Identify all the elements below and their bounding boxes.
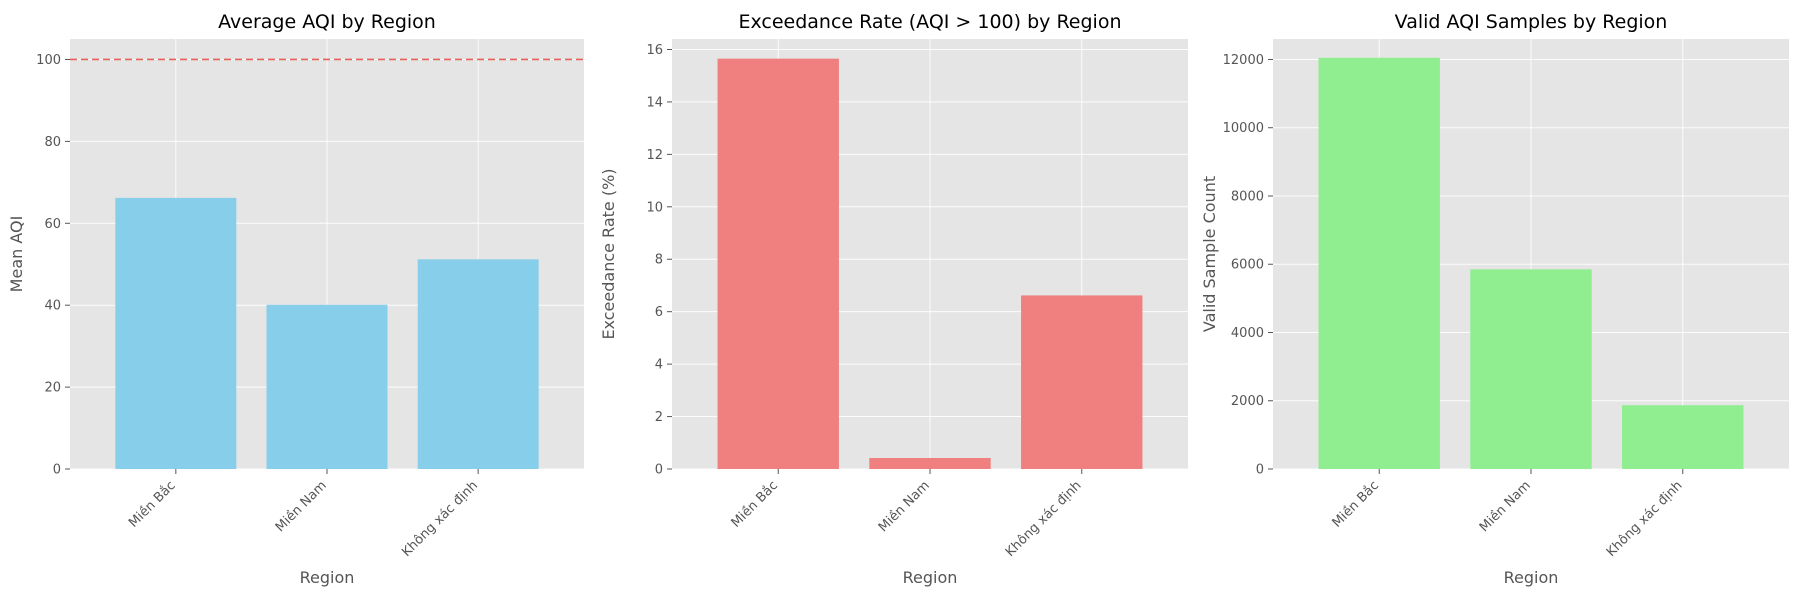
y-tick-label-4: 80 bbox=[44, 135, 61, 150]
bar-1 bbox=[869, 457, 991, 469]
y-tick-label-2: 4000 bbox=[1231, 326, 1264, 341]
y-tick-label-0: 0 bbox=[53, 463, 61, 478]
x-tick-label-0: Miền Bắc bbox=[1330, 478, 1382, 530]
chart-title: Exceedance Rate (AQI > 100) by Region bbox=[738, 11, 1121, 33]
x-tick-label-0: Miền Bắc bbox=[126, 478, 178, 530]
chart-average-aqi: 0 20 40 60 80 100 Miền Bắc Miền Nam Không xác đị… bbox=[7, 11, 584, 587]
y-tick-label-6: 12000 bbox=[1223, 53, 1264, 68]
x-tick-label-0: Miền Bắc bbox=[729, 478, 781, 530]
x-axis-label: Region bbox=[1504, 568, 1559, 587]
y-tick-label-5: 10000 bbox=[1223, 121, 1264, 136]
x-tick-label-1: Miền Nam bbox=[876, 478, 933, 535]
y-tick-label-3: 6 bbox=[655, 305, 663, 320]
y-tick-label-1: 2 bbox=[655, 410, 663, 425]
bar-1 bbox=[1470, 269, 1592, 469]
y-axis-label: Valid Sample Count bbox=[1200, 176, 1219, 332]
x-axis-label: Region bbox=[300, 568, 355, 587]
x-tick-label-1: Miền Nam bbox=[1477, 478, 1534, 535]
bar-2 bbox=[417, 259, 539, 469]
y-tick-label-5: 100 bbox=[36, 53, 61, 68]
bar-0 bbox=[717, 58, 839, 469]
y-tick-label-3: 6000 bbox=[1231, 258, 1264, 273]
y-tick-label-1: 20 bbox=[44, 381, 61, 396]
chart-exceedance-rate: 0 2 4 6 8 10 12 14 16 Miền Bắc Miền Nam Không xác đ… bbox=[599, 11, 1188, 587]
y-tick-label-8: 16 bbox=[646, 43, 663, 58]
chart-valid-samples: 0 2000 4000 6000 8000 10000 12000 Miền Bắc Miền … bbox=[1200, 11, 1789, 587]
y-tick-label-7: 14 bbox=[646, 95, 663, 110]
bar-0 bbox=[115, 197, 237, 469]
bar-2 bbox=[1021, 295, 1143, 469]
chart-title: Valid AQI Samples by Region bbox=[1395, 11, 1668, 33]
y-tick-label-1: 2000 bbox=[1231, 394, 1264, 409]
y-tick-label-2: 40 bbox=[44, 299, 61, 314]
y-tick-label-3: 60 bbox=[44, 217, 61, 232]
y-axis-label: Mean AQI bbox=[7, 216, 26, 293]
x-tick-label-2: Không xác định bbox=[1003, 478, 1085, 560]
y-tick-label-5: 10 bbox=[646, 200, 663, 215]
y-tick-label-4: 8000 bbox=[1231, 189, 1264, 204]
y-tick-label-4: 8 bbox=[655, 253, 663, 268]
y-tick-label-0: 0 bbox=[1256, 463, 1264, 478]
y-tick-label-6: 12 bbox=[646, 148, 663, 163]
x-tick-label-1: Miền Nam bbox=[273, 478, 330, 535]
chart-title: Average AQI by Region bbox=[218, 11, 436, 33]
x-tick-label-2: Không xác định bbox=[399, 478, 481, 560]
bar-2 bbox=[1622, 405, 1744, 469]
y-tick-label-0: 0 bbox=[655, 463, 663, 478]
x-axis-label: Region bbox=[903, 568, 958, 587]
bar-1 bbox=[266, 304, 388, 469]
y-axis-label: Exceedance Rate (%) bbox=[599, 168, 618, 339]
y-tick-label-2: 4 bbox=[655, 358, 663, 373]
bar-0 bbox=[1318, 57, 1440, 470]
x-tick-label-2: Không xác định bbox=[1604, 478, 1686, 560]
